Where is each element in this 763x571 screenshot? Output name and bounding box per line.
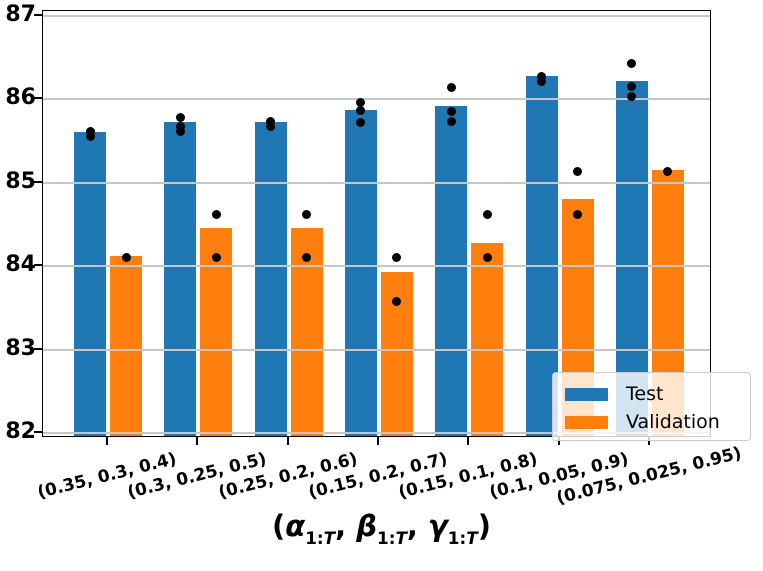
legend-item-test: Test [565, 382, 663, 406]
x-axis-label-subscript: 1:T [447, 527, 478, 548]
y-tick-label: 83 [5, 335, 36, 361]
scatter-dot [356, 118, 366, 128]
scatter-dot [663, 166, 673, 176]
scatter-dot [211, 209, 221, 219]
x-axis-label-subscript: 1:T [305, 527, 336, 548]
validation-bar [471, 242, 504, 436]
gridline-84 [43, 265, 710, 268]
scatter-dot [392, 253, 402, 263]
test-bar [254, 121, 287, 436]
x-tick-mark [106, 437, 108, 445]
gridline-87 [43, 15, 710, 17]
test-bar [74, 132, 106, 436]
scatter-dot [175, 113, 185, 123]
x-tick-mark [196, 437, 199, 445]
gridline-86 [43, 98, 710, 101]
scatter-dot [537, 71, 547, 81]
validation-bar [290, 228, 323, 436]
validation-bar [110, 255, 142, 436]
y-tick-mark [34, 347, 42, 350]
x-tick-mark [647, 437, 650, 445]
y-tick-label: 86 [5, 85, 36, 111]
y-tick-mark [34, 180, 42, 183]
legend-label-test: Test [626, 383, 664, 405]
x-axis-label: (α1:T, β1:T, γ1:T) [0, 509, 763, 548]
scatter-dot [392, 296, 402, 306]
scatter-dot [356, 98, 366, 108]
scatter-dot [266, 116, 276, 126]
validation-bar [200, 228, 233, 436]
y-tick-label: 87 [5, 2, 36, 27]
x-axis-label-text: α [285, 509, 306, 543]
gridline-85 [43, 181, 710, 184]
x-axis-label-text: , [406, 509, 429, 543]
scatter-dot [573, 209, 583, 219]
plot-area: Test Validation [42, 10, 751, 441]
scatter-dot [482, 253, 492, 263]
x-axis-label-text: β [356, 509, 378, 543]
y-tick-mark [34, 430, 42, 433]
scatter-dot [175, 126, 185, 136]
scatter-dot [573, 167, 583, 177]
scatter-dot [302, 253, 312, 263]
x-tick-mark [467, 437, 470, 445]
y-tick-label: 84 [5, 252, 36, 278]
x-axis-label-text: γ [428, 509, 448, 543]
scatter-dot [482, 209, 492, 219]
scatter-dot [627, 59, 637, 69]
scatter-dot [446, 107, 456, 117]
y-tick-mark [34, 97, 42, 100]
y-tick-mark [34, 14, 42, 16]
x-axis-label-text: ) [477, 509, 491, 543]
y-tick-label: 85 [5, 168, 36, 194]
scatter-dot [627, 91, 637, 101]
test-bar [435, 105, 468, 436]
legend-swatch-test [565, 387, 608, 401]
scatter-dot [211, 253, 221, 263]
legend: Test Validation [552, 372, 751, 441]
test-bar [164, 122, 197, 436]
scatter-dot [85, 127, 95, 137]
scatter-dot [446, 116, 456, 126]
y-tick-mark [34, 264, 42, 267]
scatter-dot [302, 209, 312, 219]
legend-item-validation: Validation [565, 410, 720, 434]
gridline-82 [43, 431, 710, 434]
x-tick-mark [557, 437, 560, 445]
scatter-dot [537, 77, 547, 87]
scatter-dot [85, 132, 95, 142]
test-bar [344, 109, 377, 436]
gridline-83 [43, 348, 710, 351]
legend-swatch-validation [565, 415, 608, 429]
x-tick-mark [286, 437, 289, 445]
x-axis-label-text: , [335, 509, 357, 543]
y-tick-label: 82 [5, 418, 36, 444]
x-tick-mark [376, 437, 379, 445]
scatter-dot [627, 81, 637, 91]
legend-label-validation: Validation [626, 411, 720, 433]
scatter-dot [266, 121, 276, 131]
x-axis-label-text: ( [272, 509, 286, 543]
scatter-dot [446, 83, 456, 93]
x-axis-label-subscript: 1:T [377, 527, 407, 548]
scatter-dot [356, 105, 366, 115]
scatter-dot [121, 252, 131, 262]
